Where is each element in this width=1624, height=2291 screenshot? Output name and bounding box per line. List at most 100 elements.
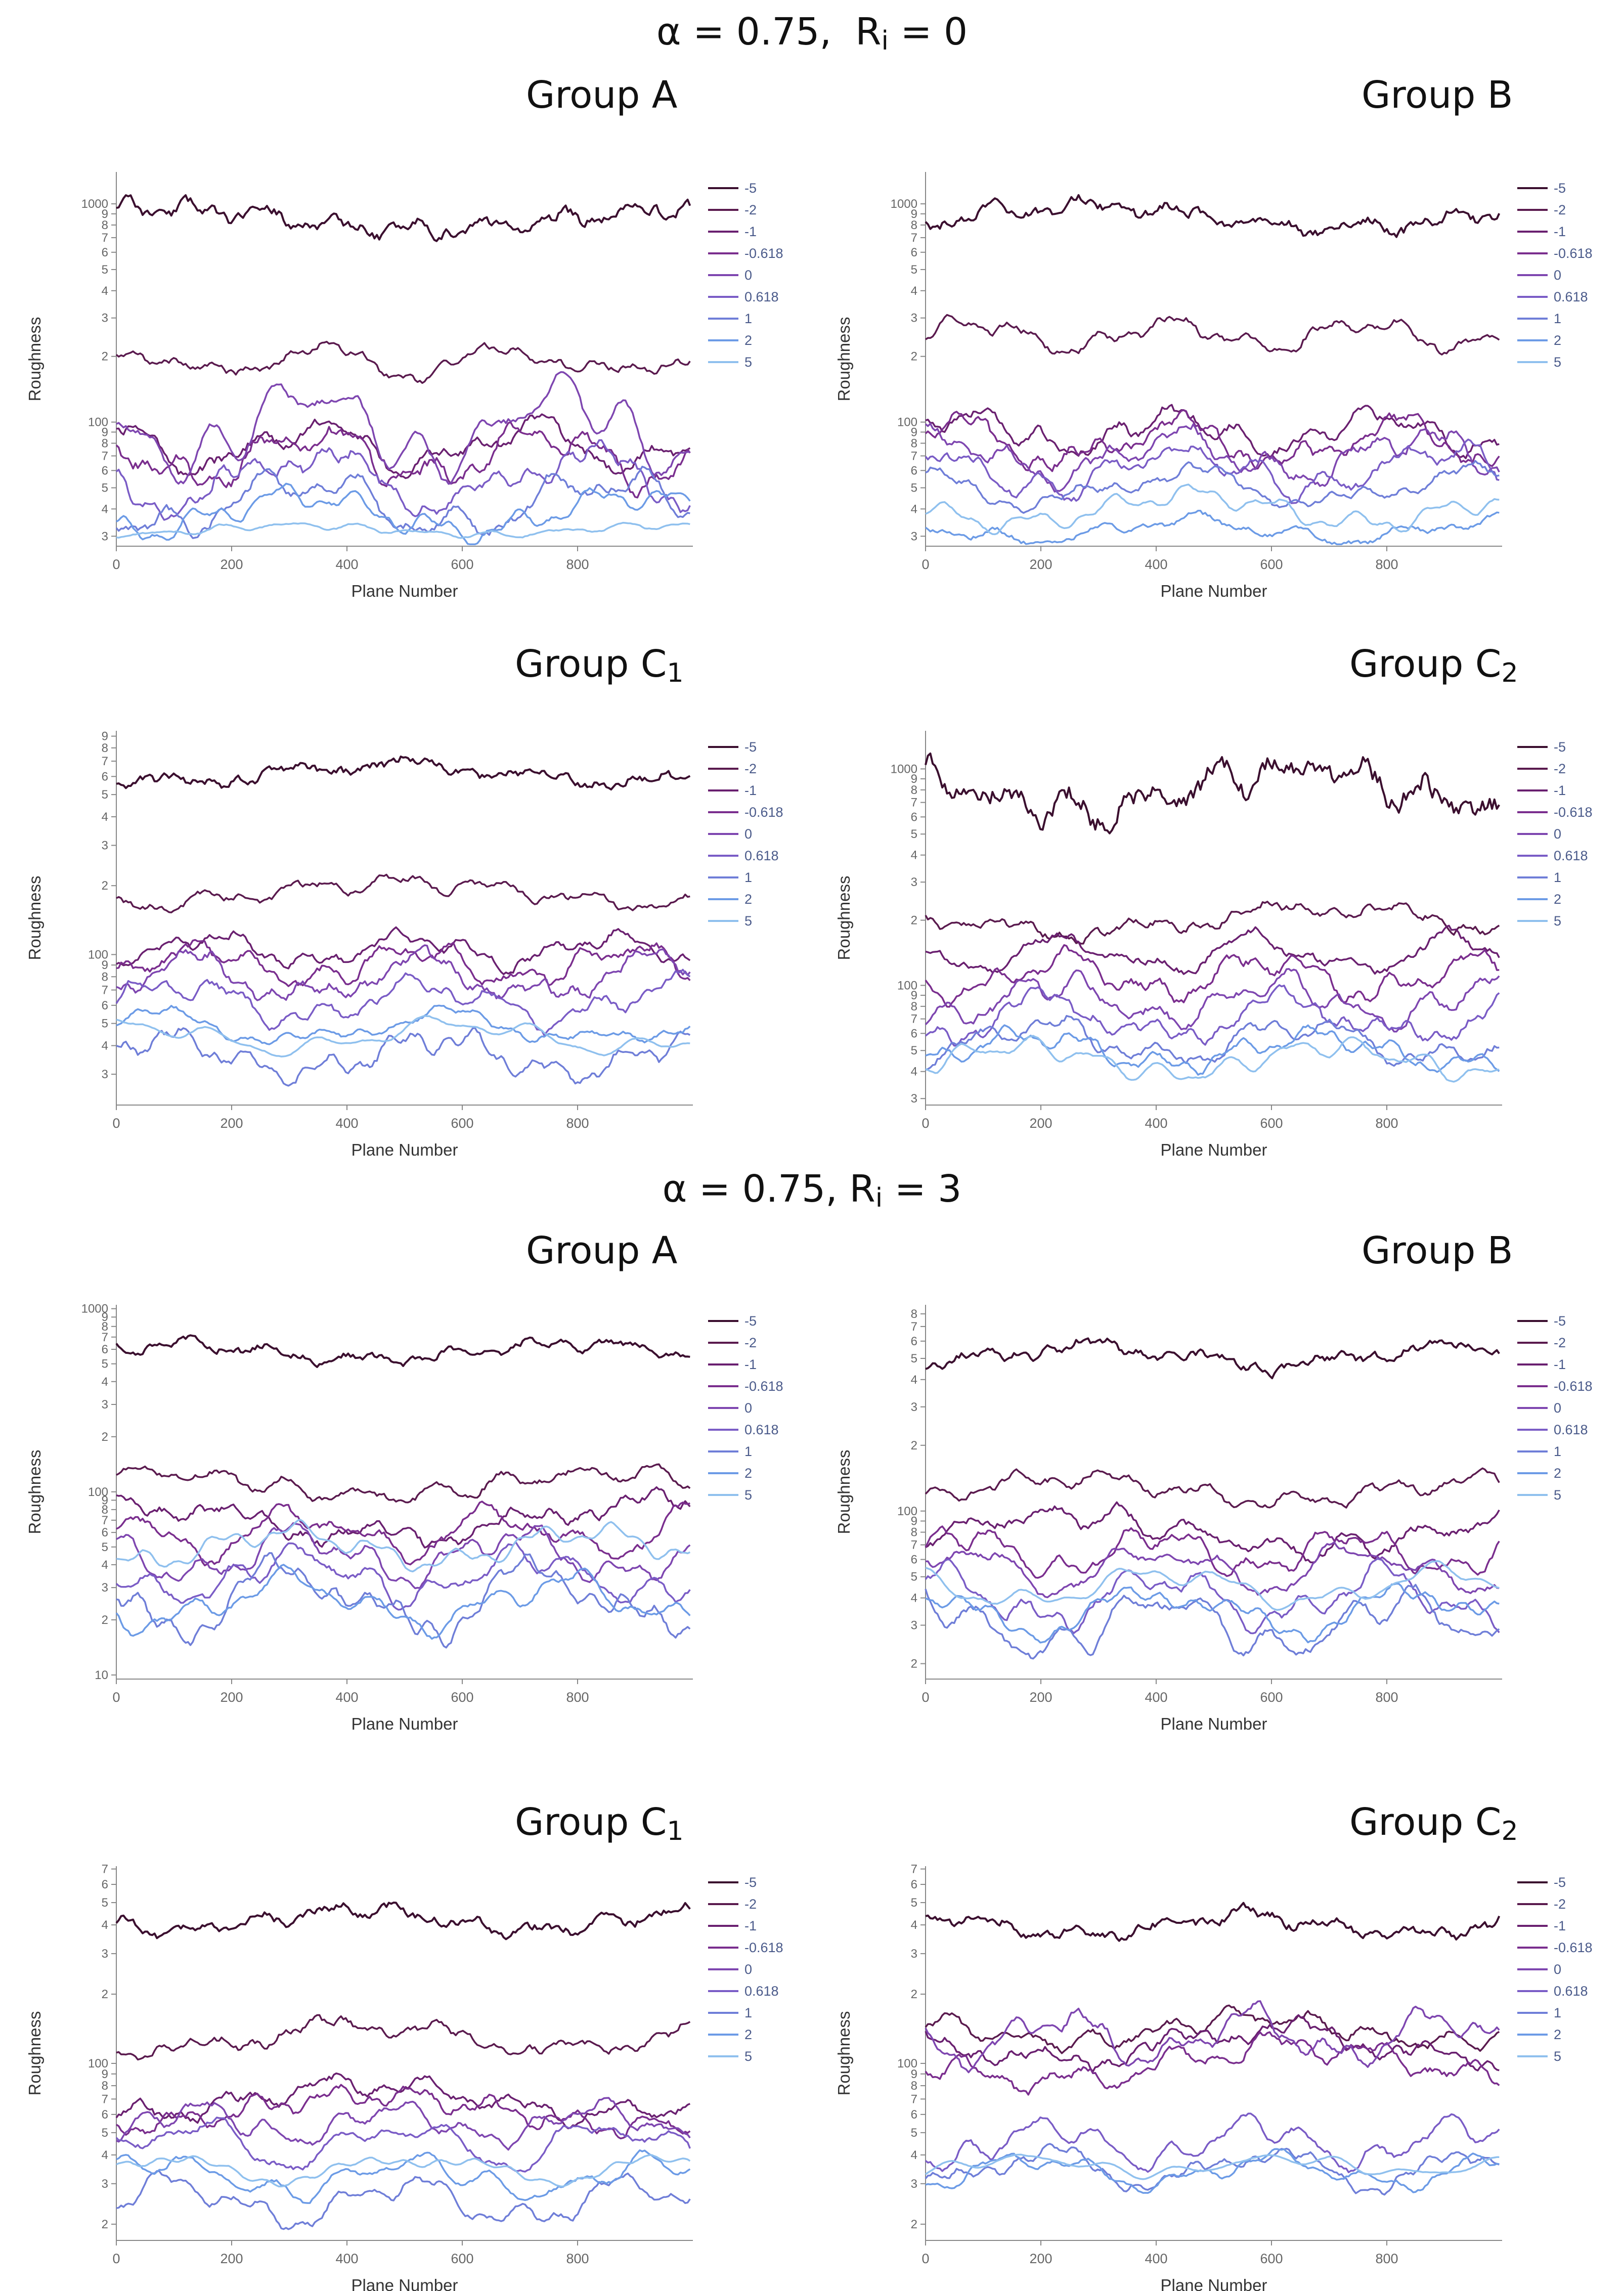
y-tick-label: 5 xyxy=(102,263,108,277)
legend-label: -2 xyxy=(1554,1897,1566,1912)
y-tick-label: 9 xyxy=(102,730,108,743)
series-line xyxy=(925,2014,1500,2073)
y-tick-label: 2 xyxy=(911,1657,917,1671)
legend-label: -0.618 xyxy=(744,805,783,820)
legend-label: 0.618 xyxy=(1554,848,1588,863)
x-tick-label: 800 xyxy=(1375,2251,1398,2266)
series-line xyxy=(116,756,691,790)
y-tick-label: 4 xyxy=(911,502,917,516)
series-line xyxy=(925,438,1500,504)
series-line xyxy=(925,2143,1500,2196)
x-tick-label: 600 xyxy=(1260,1116,1283,1131)
series-line xyxy=(116,1501,690,1567)
series-line xyxy=(116,1004,691,1045)
y-axis-title: Roughness xyxy=(835,317,853,402)
legend-label: 2 xyxy=(1554,1466,1561,1481)
y-tick-label: 3 xyxy=(102,2177,108,2191)
y-tick-label: 4 xyxy=(102,810,108,824)
y-tick-label: 7 xyxy=(911,796,917,810)
y-tick-label: 100 xyxy=(897,979,917,992)
y-tick-label: 6 xyxy=(911,810,917,824)
y-tick-label: 5 xyxy=(911,1570,917,1584)
series-line xyxy=(925,1024,1500,1076)
y-tick-label: 8 xyxy=(102,970,108,984)
y-tick-label: 4 xyxy=(102,502,108,516)
series-line xyxy=(925,924,1500,975)
series-line xyxy=(925,2112,1500,2174)
legend-label: 0.618 xyxy=(1554,289,1588,304)
x-tick-label: 400 xyxy=(1145,1116,1167,1131)
series-line xyxy=(115,421,691,499)
legend-label: 0.618 xyxy=(744,289,779,304)
chart-panel: 0 200 400 600 8001000987654321009876543Plane… xyxy=(835,172,1593,597)
group-title: Group A xyxy=(526,73,678,117)
legend-label: 0.618 xyxy=(1554,1422,1588,1437)
y-tick-label: 1000 xyxy=(81,1302,108,1316)
x-tick-label: 800 xyxy=(566,1690,589,1705)
x-tick-label: 0 xyxy=(112,1116,120,1131)
legend-label: 0.618 xyxy=(744,1984,779,1999)
y-tick-label: 1000 xyxy=(891,197,917,211)
series-line xyxy=(925,1558,1500,1635)
y-tick-label: 9 xyxy=(102,207,108,221)
legend-label: 0.618 xyxy=(1554,1984,1588,1999)
y-tick-label: 1000 xyxy=(81,197,108,211)
y-tick-label: 3 xyxy=(911,312,917,325)
y-tick-label: 7 xyxy=(102,1863,108,1876)
series-line xyxy=(925,509,1500,546)
y-tick-label: 8 xyxy=(102,741,108,755)
y-tick-label: 7 xyxy=(102,1331,108,1344)
y-tick-label: 6 xyxy=(102,2108,108,2122)
y-tick-label: 6 xyxy=(102,1878,108,1891)
x-tick-label: 200 xyxy=(220,1116,243,1131)
y-tick-label: 4 xyxy=(911,284,917,298)
group-title: Group C1 xyxy=(515,642,684,688)
x-tick-label: 200 xyxy=(1029,557,1052,572)
y-axis-title: Roughness xyxy=(25,1450,44,1534)
y-tick-label: 6 xyxy=(911,1553,917,1567)
y-axis-title: Roughness xyxy=(25,876,44,960)
y-tick-label: 7 xyxy=(911,231,917,245)
legend-label: -1 xyxy=(744,1918,757,1933)
series-line xyxy=(925,1541,1500,1599)
series-line xyxy=(116,1522,691,1590)
legend-label: -0.618 xyxy=(1554,1379,1593,1394)
y-tick-label: 7 xyxy=(102,449,108,463)
y-tick-label: 4 xyxy=(102,1918,108,1932)
series-line xyxy=(116,1463,691,1504)
x-axis-title: Plane Number xyxy=(352,1140,458,1156)
series-line xyxy=(925,1015,1500,1071)
legend-label: -5 xyxy=(744,739,757,755)
y-tick-label: 5 xyxy=(911,1044,917,1058)
legend-label: 1 xyxy=(1554,1444,1561,1459)
legend-label: -0.618 xyxy=(744,1940,783,1955)
x-tick-label: 600 xyxy=(1260,1690,1283,1705)
y-tick-label: 3 xyxy=(102,1581,108,1595)
y-tick-label: 100 xyxy=(88,416,108,429)
series-line xyxy=(116,2014,691,2061)
x-axis-title: Plane Number xyxy=(1161,2276,1267,2291)
x-tick-label: 600 xyxy=(451,557,473,572)
y-tick-label: 100 xyxy=(88,2057,108,2070)
chart-panel: 0 200 400 600 8001000987654321009876543Plane… xyxy=(835,731,1593,1156)
legend-label: -2 xyxy=(1554,1335,1566,1350)
y-tick-label: 5 xyxy=(102,2126,108,2140)
y-tick-label: 3 xyxy=(911,875,917,889)
series-line xyxy=(116,873,690,913)
y-axis-title: Roughness xyxy=(835,1450,853,1534)
x-axis-title: Plane Number xyxy=(352,2276,458,2291)
series-line xyxy=(925,1467,1500,1509)
series-line xyxy=(116,2170,691,2230)
legend-label: -5 xyxy=(1554,739,1566,755)
y-tick-label: 7 xyxy=(911,1012,917,1026)
group-title: Group B xyxy=(1362,1229,1513,1272)
x-tick-label: 400 xyxy=(1145,1690,1167,1705)
x-tick-label: 600 xyxy=(1260,557,1283,572)
y-tick-label: 9 xyxy=(911,425,917,439)
y-tick-label: 7 xyxy=(911,1863,917,1876)
legend-label: 5 xyxy=(744,2049,752,2064)
y-tick-label: 7 xyxy=(911,449,917,463)
legend-label: -1 xyxy=(744,224,757,239)
y-tick-label: 3 xyxy=(102,312,108,325)
